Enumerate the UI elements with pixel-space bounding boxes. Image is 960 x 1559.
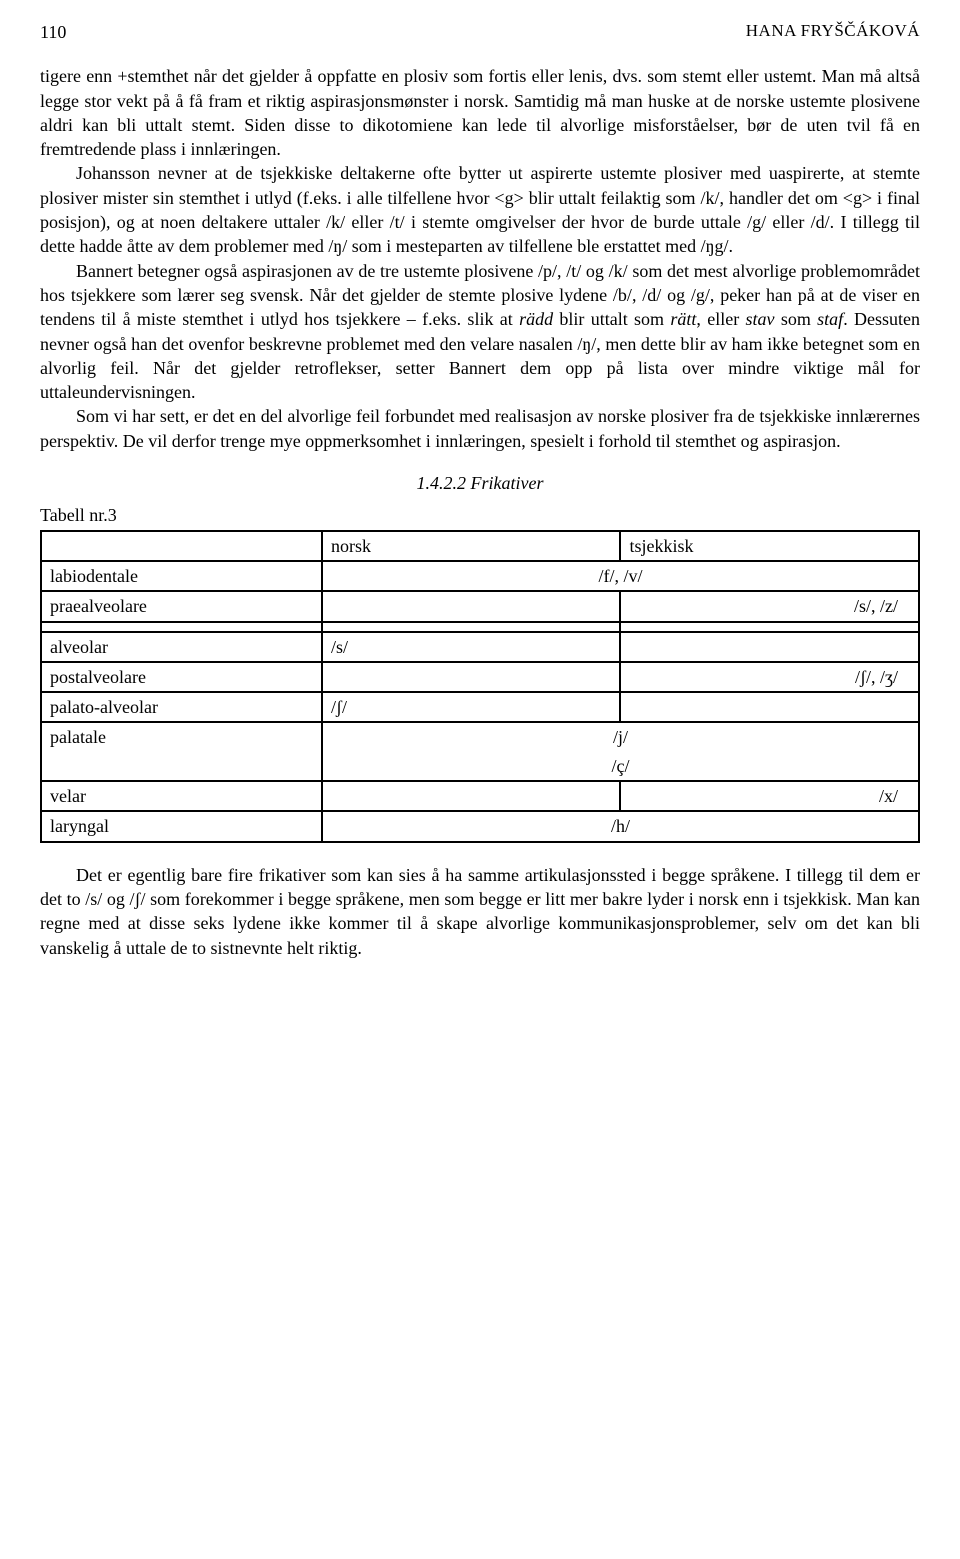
cell-palatale-val1: /j/: [322, 722, 919, 751]
author-name: HANA FRYŠČÁKOVÁ: [746, 20, 920, 44]
table-label: Tabell nr.3: [40, 503, 920, 527]
cell-palatoalveolar-tsjek: [620, 692, 919, 722]
cell-velar-label: velar: [41, 781, 322, 811]
paragraph-5: Det er egentlig bare fire frikativer som…: [40, 863, 920, 960]
p3-text-c: , eller: [696, 309, 745, 329]
paragraph-4: Som vi har sett, er det en del alvorlige…: [40, 404, 920, 453]
cell-postalveolare-norsk: [322, 662, 621, 692]
p3-text-b: blir uttalt som: [553, 309, 670, 329]
cell-laryngal-label: laryngal: [41, 811, 322, 841]
cell-labiodentale-label: labiodentale: [41, 561, 322, 591]
page-number: 110: [40, 20, 66, 44]
table-header-row: norsk tsjekkisk: [41, 531, 919, 561]
row-velar: velar /x/: [41, 781, 919, 811]
row-labiodentale: labiodentale /f/, /v/: [41, 561, 919, 591]
italic-stav: stav: [746, 309, 775, 329]
row-postalveolare: postalveolare /ʃ/, /ʒ/: [41, 662, 919, 692]
paragraph-2: Johansson nevner at de tsjekkiske deltak…: [40, 161, 920, 258]
header-empty: [41, 531, 322, 561]
cell-alveolar-label: alveolar: [41, 632, 322, 662]
frikativer-table: norsk tsjekkisk labiodentale /f/, /v/ pr…: [40, 530, 920, 843]
cell-alveolar-tsjek: [620, 632, 919, 662]
row-laryngal: laryngal /h/: [41, 811, 919, 841]
section-title: 1.4.2.2 Frikativer: [40, 471, 920, 495]
paragraph-3: Bannert betegner også aspirasjonen av de…: [40, 259, 920, 405]
header-norsk: norsk: [322, 531, 621, 561]
cell-laryngal-val: /h/: [322, 811, 919, 841]
cell-palatoalveolar-val: /ʃ/: [322, 692, 621, 722]
page-header: 110 HANA FRYŠČÁKOVÁ: [40, 20, 920, 44]
cell-palatale-val2: /ç/: [322, 752, 919, 781]
row-praealveolare: praealveolare /s/, /z/: [41, 591, 919, 621]
section-number: 1.4.2.2: [417, 473, 467, 493]
cell-postalveolare-val: /ʃ/, /ʒ/: [620, 662, 919, 692]
cell-palatale-label: palatale: [41, 722, 322, 781]
paragraph-1: tigere enn +stemthet når det gjelder å o…: [40, 64, 920, 161]
section-name: Frikativer: [471, 473, 544, 493]
p3-text-d: som: [775, 309, 818, 329]
cell-praealveolare-label: praealveolare: [41, 591, 322, 621]
row-palatale-1: palatale /j/: [41, 722, 919, 751]
cell-velar-val: /x/: [620, 781, 919, 811]
row-alveolar: alveolar /s/: [41, 632, 919, 662]
cell-praealveolare-val: /s/, /z/: [620, 591, 919, 621]
cell-velar-norsk: [322, 781, 621, 811]
gap-row: [41, 622, 919, 632]
header-tsjekkisk: tsjekkisk: [620, 531, 919, 561]
cell-postalveolare-label: postalveolare: [41, 662, 322, 692]
cell-labiodentale-val: /f/, /v/: [322, 561, 919, 591]
cell-alveolar-val: /s/: [322, 632, 621, 662]
italic-ratt: rätt: [670, 309, 696, 329]
cell-palatoalveolar-label: palato-alveolar: [41, 692, 322, 722]
cell-praealveolare-norsk: [322, 591, 621, 621]
italic-staf: staf: [817, 309, 843, 329]
row-palatoalveolar: palato-alveolar /ʃ/: [41, 692, 919, 722]
italic-radd: rädd: [519, 309, 553, 329]
